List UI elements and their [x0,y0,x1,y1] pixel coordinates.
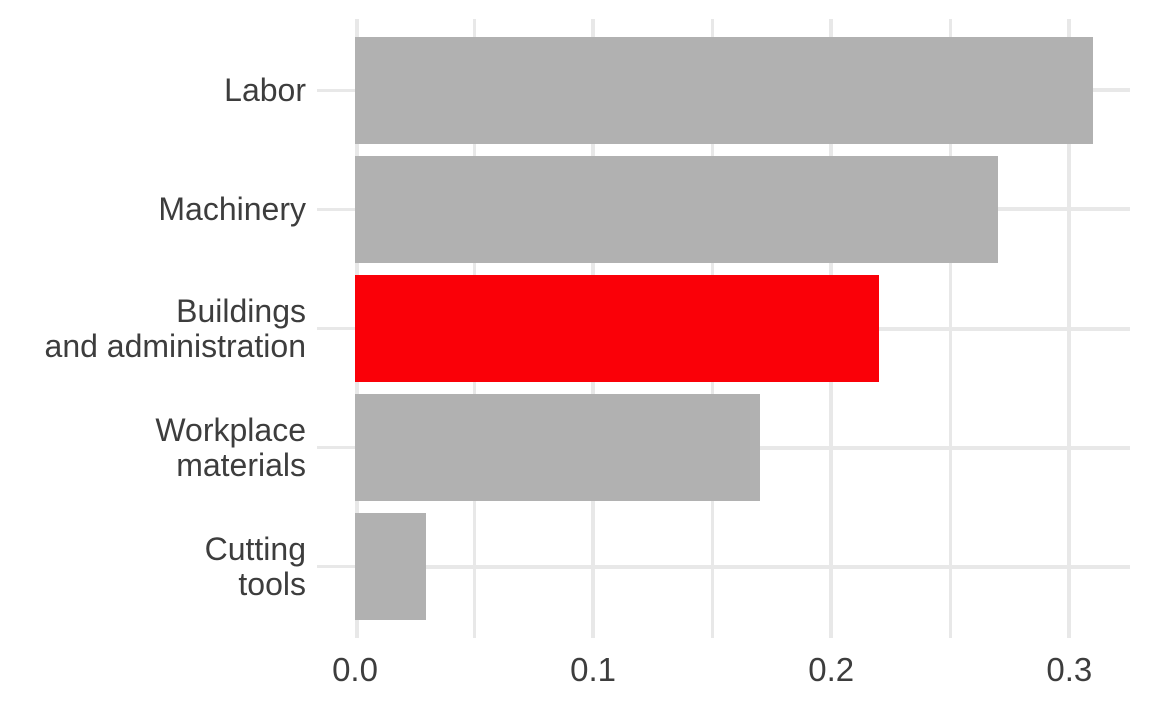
x-axis-tick-label: 0.3 [1046,651,1093,688]
category-label: Buildings and administration [44,292,306,364]
x-axis-tick-label: 0.2 [808,651,855,688]
category-label: Labor [224,71,306,108]
bar [355,513,427,621]
category-label: Cutting tools [204,530,306,602]
category-label: Machinery [158,190,306,227]
x-axis-tick-label: 0.0 [332,651,378,688]
y-axis-tick [317,327,355,330]
bar [355,275,879,382]
category-label: Workplace materials [155,411,306,483]
gridline-horizontal [355,564,1130,569]
bar [355,155,998,263]
plot-panel [317,19,1130,638]
y-axis-tick [317,565,355,569]
bar [355,36,1094,144]
x-axis-tick-label: 0.1 [570,651,617,688]
y-axis-tick [317,446,355,450]
y-axis-tick [317,88,355,92]
bar [355,394,760,502]
y-axis-tick [317,207,355,211]
